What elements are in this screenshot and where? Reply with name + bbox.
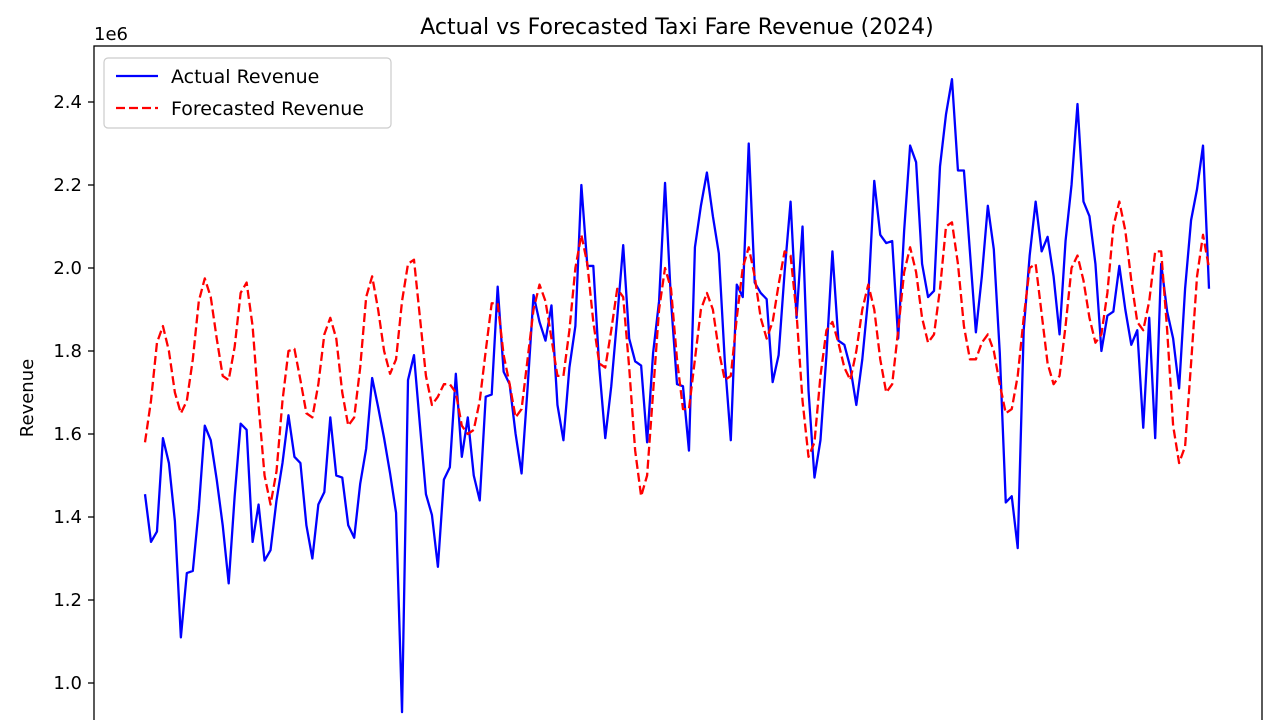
y-tick-label: 1.2 — [53, 590, 82, 611]
y-tick-label: 2.0 — [53, 258, 82, 279]
legend-box — [103, 57, 392, 129]
series-layer — [143, 78, 1211, 714]
y-tick-label: 1.0 — [53, 673, 82, 694]
series-line-actual — [143, 78, 1211, 714]
chart-title: Actual vs Forecasted Taxi Fare Revenue (… — [420, 15, 934, 40]
y-tick-label: 2.2 — [53, 175, 82, 196]
y-offset-text: 1e6 — [94, 24, 128, 45]
legend-label-actual: Actual Revenue — [171, 66, 319, 88]
y-axis-label: Revenue — [17, 359, 38, 437]
y-tick-label: 1.8 — [53, 341, 82, 362]
series-line-forecast — [143, 200, 1211, 506]
y-tick-label: 1.4 — [53, 507, 82, 528]
y-tick-label: 2.4 — [53, 92, 82, 113]
y-ticks: 1.0 1.2 1.4 1.6 1.8 2.0 2.2 2.4 — [53, 92, 94, 694]
legend-label-forecast: Forecasted Revenue — [171, 98, 364, 120]
legend: Actual Revenue Forecasted Revenue — [103, 57, 392, 129]
y-tick-label: 1.6 — [53, 424, 82, 445]
plot-frame — [93, 45, 1263, 720]
